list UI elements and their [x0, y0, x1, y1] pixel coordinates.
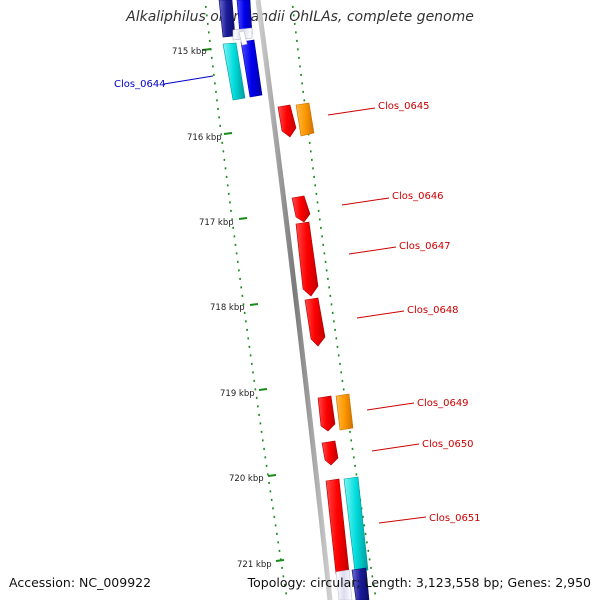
label-clos-0650[interactable]: Clos_0650 — [422, 439, 474, 450]
leader-clos-0651 — [378, 516, 427, 524]
leader-clos-0648 — [356, 310, 405, 319]
gene-labels: Clos_0644 Clos_0645 Clos_0646 Clos_0647 … — [114, 75, 481, 524]
gene-clos-0649[interactable] — [317, 393, 354, 432]
kbp-tick-719 — [258, 388, 268, 391]
kbp-label-718: 718 kbp — [210, 303, 245, 313]
kbp-label-719: 719 kbp — [220, 389, 255, 399]
gene-clos-0651[interactable] — [325, 476, 370, 600]
gene-top-partial[interactable] — [218, 0, 253, 41]
kbp-label-717: 717 kbp — [199, 218, 234, 228]
leader-clos-0650 — [371, 443, 420, 452]
kbp-label-721: 721 kbp — [237, 560, 272, 570]
gene-clos-0648[interactable] — [304, 297, 326, 347]
kbp-tick-718 — [249, 303, 259, 306]
kbp-tick-720 — [267, 474, 277, 477]
label-clos-0645[interactable]: Clos_0645 — [378, 101, 430, 112]
leader-clos-0649 — [366, 402, 415, 411]
kbp-label-715: 715 kbp — [172, 47, 207, 57]
accession-text: Accession: NC_009922 — [9, 575, 152, 590]
kbp-label-716: 716 kbp — [187, 133, 222, 143]
map-title: Alkaliphilus oremlandii OhILAs, complete… — [126, 9, 474, 25]
label-clos-0648[interactable]: Clos_0648 — [407, 305, 459, 316]
label-clos-0651[interactable]: Clos_0651 — [429, 513, 481, 524]
leader-clos-0644 — [163, 75, 214, 85]
backbone-line — [255, 0, 333, 600]
leader-clos-0647 — [348, 246, 397, 255]
kbp-tick-716 — [223, 132, 233, 135]
label-clos-0644[interactable]: Clos_0644 — [114, 79, 166, 90]
gene-clos-0647[interactable] — [295, 221, 319, 297]
label-clos-0647[interactable]: Clos_0647 — [399, 241, 451, 252]
kbp-label-720: 720 kbp — [229, 474, 264, 484]
kbp-tick-721 — [275, 559, 285, 562]
leader-clos-0645 — [327, 107, 376, 116]
topology-text: Topology: circular; Length: 3,123,558 bp… — [247, 575, 591, 590]
gene-clos-0650[interactable] — [321, 440, 339, 466]
inner-tick-ring — [204, 5, 288, 595]
gene-clos-0645[interactable] — [277, 102, 315, 138]
kbp-axis: 715 kbp 716 kbp 717 kbp 718 kbp 719 kbp … — [172, 47, 285, 570]
leader-clos-0646 — [341, 197, 390, 206]
gene-clos-0644[interactable] — [222, 30, 263, 101]
kbp-tick-715 — [202, 48, 212, 51]
gene-clos-0646[interactable] — [291, 195, 311, 223]
label-clos-0649[interactable]: Clos_0649 — [417, 398, 469, 409]
kbp-tick-717 — [238, 217, 248, 220]
label-clos-0646[interactable]: Clos_0646 — [392, 191, 444, 202]
